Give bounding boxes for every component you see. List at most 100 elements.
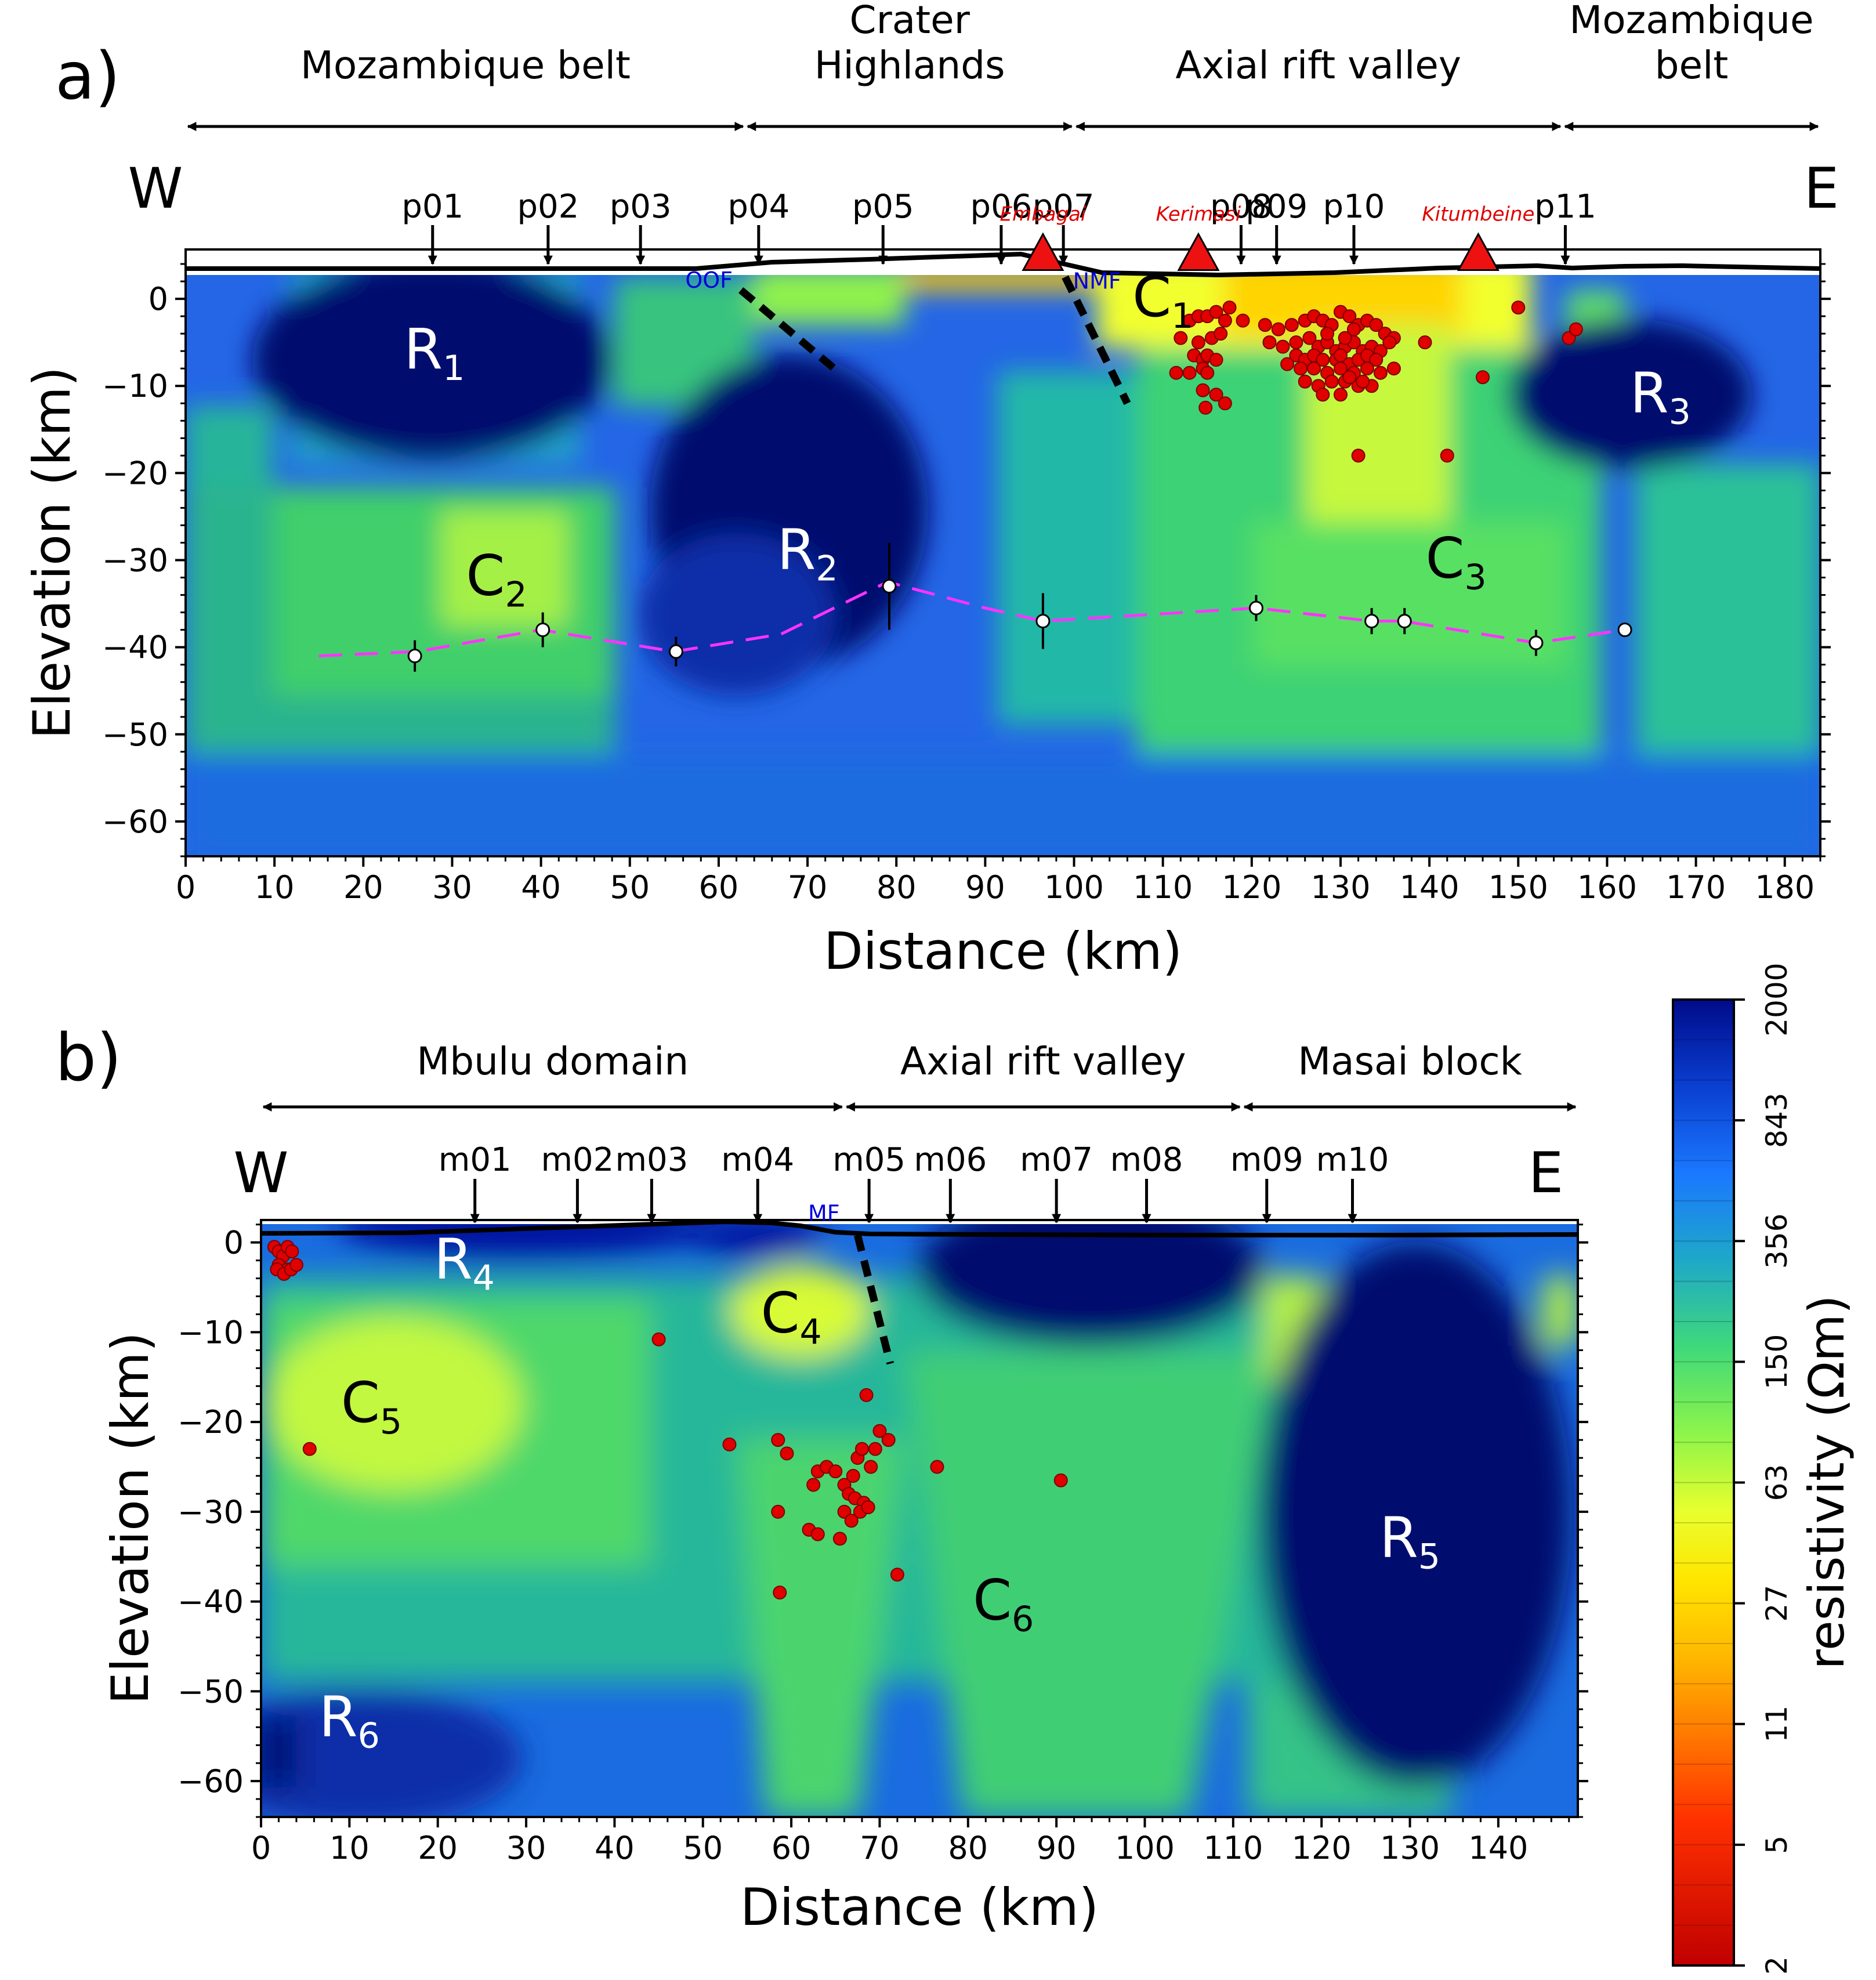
panel-a-axes: 0 10 20 30 40 50 60 70 80 90 100 110 120 130 140 150 160… bbox=[102, 263, 1831, 906]
moho-point bbox=[668, 644, 683, 659]
y-tick-label: −10 bbox=[178, 1314, 244, 1351]
anomaly-letter: C bbox=[341, 1370, 380, 1435]
x-tick-label: 100 bbox=[1044, 869, 1104, 906]
y-tick-label: −20 bbox=[178, 1404, 244, 1440]
earthquake-point bbox=[771, 1433, 785, 1447]
anomaly-letter: R bbox=[777, 517, 816, 582]
panel-a: a) W E bbox=[22, 0, 1839, 981]
moho-point bbox=[407, 649, 422, 664]
earthquake-point bbox=[1333, 361, 1348, 376]
anomaly-letter: C bbox=[760, 1280, 799, 1345]
anomaly-label: C2 bbox=[466, 544, 527, 616]
colorbar-label: resistivity (Ωm) bbox=[1798, 1295, 1855, 1669]
earthquake-point bbox=[837, 1504, 852, 1519]
colorbar-tick-label: 2 bbox=[1760, 1956, 1794, 1975]
earthquake-point bbox=[773, 1586, 787, 1600]
earthquake-point bbox=[1289, 335, 1303, 350]
panel-label: a) bbox=[55, 39, 120, 114]
station-label: m04 bbox=[721, 1141, 794, 1179]
earthquake-point bbox=[1386, 361, 1401, 376]
earthquake-point bbox=[302, 1442, 317, 1456]
earthquake-point bbox=[868, 1442, 882, 1456]
domain-label: Axial rift valley bbox=[1175, 43, 1461, 88]
moho-point bbox=[1364, 614, 1379, 629]
earthquake-point bbox=[1342, 309, 1357, 324]
volcano-label: Embagai bbox=[999, 203, 1086, 226]
earthquake-point bbox=[864, 1460, 878, 1474]
earthquake-point bbox=[1369, 353, 1384, 367]
station-label: m07 bbox=[1020, 1141, 1093, 1179]
earthquake-point bbox=[1351, 448, 1366, 463]
earthquake-point bbox=[1200, 365, 1215, 380]
station-label: m10 bbox=[1316, 1141, 1389, 1179]
x-axis-label: Distance (km) bbox=[740, 1877, 1099, 1937]
colorbar-tick-label: 5 bbox=[1760, 1836, 1794, 1854]
domain-label: Masai block bbox=[1298, 1039, 1522, 1084]
earthquake-point bbox=[1302, 331, 1317, 345]
earthquake-point bbox=[1276, 339, 1290, 354]
resistivity-field bbox=[261, 1212, 1578, 1817]
fault-label: OOF bbox=[685, 267, 733, 293]
station-label: p03 bbox=[610, 188, 672, 226]
x-tick-label: 10 bbox=[255, 869, 295, 906]
earthquake-point bbox=[1271, 322, 1285, 336]
x-tick-label: 20 bbox=[343, 869, 383, 906]
moho-point bbox=[1248, 600, 1263, 616]
earthquake-point bbox=[1418, 335, 1432, 350]
resistivity-field bbox=[186, 255, 1820, 856]
x-tick-label: 150 bbox=[1489, 869, 1548, 906]
station-label: p08 bbox=[1210, 188, 1272, 226]
anomaly-subscript: 1 bbox=[1171, 296, 1193, 336]
x-tick-label: 10 bbox=[329, 1830, 370, 1866]
fault-line bbox=[738, 287, 837, 372]
fault-line bbox=[1062, 275, 1131, 406]
earthquake-point bbox=[1440, 448, 1454, 463]
earthquake-point bbox=[651, 1332, 666, 1346]
earthquake-point bbox=[285, 1244, 299, 1259]
colorbar: 2000 843 356 150 63 27 11 5 2 resistivity (Ωm) bbox=[1672, 962, 1855, 1975]
earthquake-point bbox=[1320, 327, 1335, 341]
fault-label: MF bbox=[808, 1200, 840, 1226]
station-label: p06 bbox=[970, 188, 1033, 226]
anomaly-letter: C bbox=[1425, 526, 1464, 591]
earthquake-point bbox=[1511, 301, 1526, 315]
earthquake-point bbox=[1222, 301, 1237, 315]
station-label: m06 bbox=[914, 1141, 987, 1179]
west-label: W bbox=[128, 156, 183, 221]
station-label: m03 bbox=[615, 1141, 688, 1179]
earthquake-point bbox=[1369, 318, 1384, 332]
station-label: m05 bbox=[832, 1141, 906, 1179]
earthquake-point bbox=[1191, 335, 1205, 350]
x-tick-label: 80 bbox=[948, 1830, 988, 1866]
anomaly-label: R2 bbox=[777, 517, 838, 589]
anomaly-letter: R bbox=[1379, 1505, 1418, 1570]
station-label: p01 bbox=[401, 188, 463, 226]
earthquake-point bbox=[1174, 331, 1188, 345]
x-tick-label: 110 bbox=[1133, 869, 1193, 906]
earthquake-point bbox=[846, 1469, 860, 1483]
colorbar-tick-label: 27 bbox=[1760, 1585, 1794, 1622]
colorbar-tick-label: 63 bbox=[1760, 1464, 1794, 1501]
x-tick-label: 140 bbox=[1400, 869, 1459, 906]
colorbar-tick-label: 843 bbox=[1760, 1092, 1794, 1148]
station-label: p02 bbox=[517, 188, 579, 226]
station-label: m08 bbox=[1110, 1141, 1183, 1179]
earthquake-point bbox=[1342, 370, 1357, 385]
earthquake-point bbox=[1262, 335, 1277, 350]
anomaly-subscript: 2 bbox=[505, 575, 527, 616]
domain-label: belt bbox=[1655, 43, 1729, 88]
x-tick-label: 100 bbox=[1115, 1830, 1175, 1866]
x-tick-label: 0 bbox=[251, 1830, 271, 1866]
earthquake-point bbox=[1280, 357, 1295, 371]
panel-b: b) W E bbox=[55, 1020, 1588, 1937]
y-tick-label: −40 bbox=[178, 1584, 244, 1620]
anomaly-label: C5 bbox=[341, 1370, 402, 1442]
anomaly-subscript: 5 bbox=[1418, 1536, 1440, 1577]
anomaly-subscript: 6 bbox=[1012, 1599, 1034, 1640]
panel-label: b) bbox=[55, 1020, 122, 1096]
x-tick-label: 140 bbox=[1468, 1830, 1528, 1866]
moho-point bbox=[1617, 622, 1632, 638]
earthquake-point bbox=[1196, 383, 1210, 397]
station-label: m02 bbox=[541, 1141, 614, 1179]
